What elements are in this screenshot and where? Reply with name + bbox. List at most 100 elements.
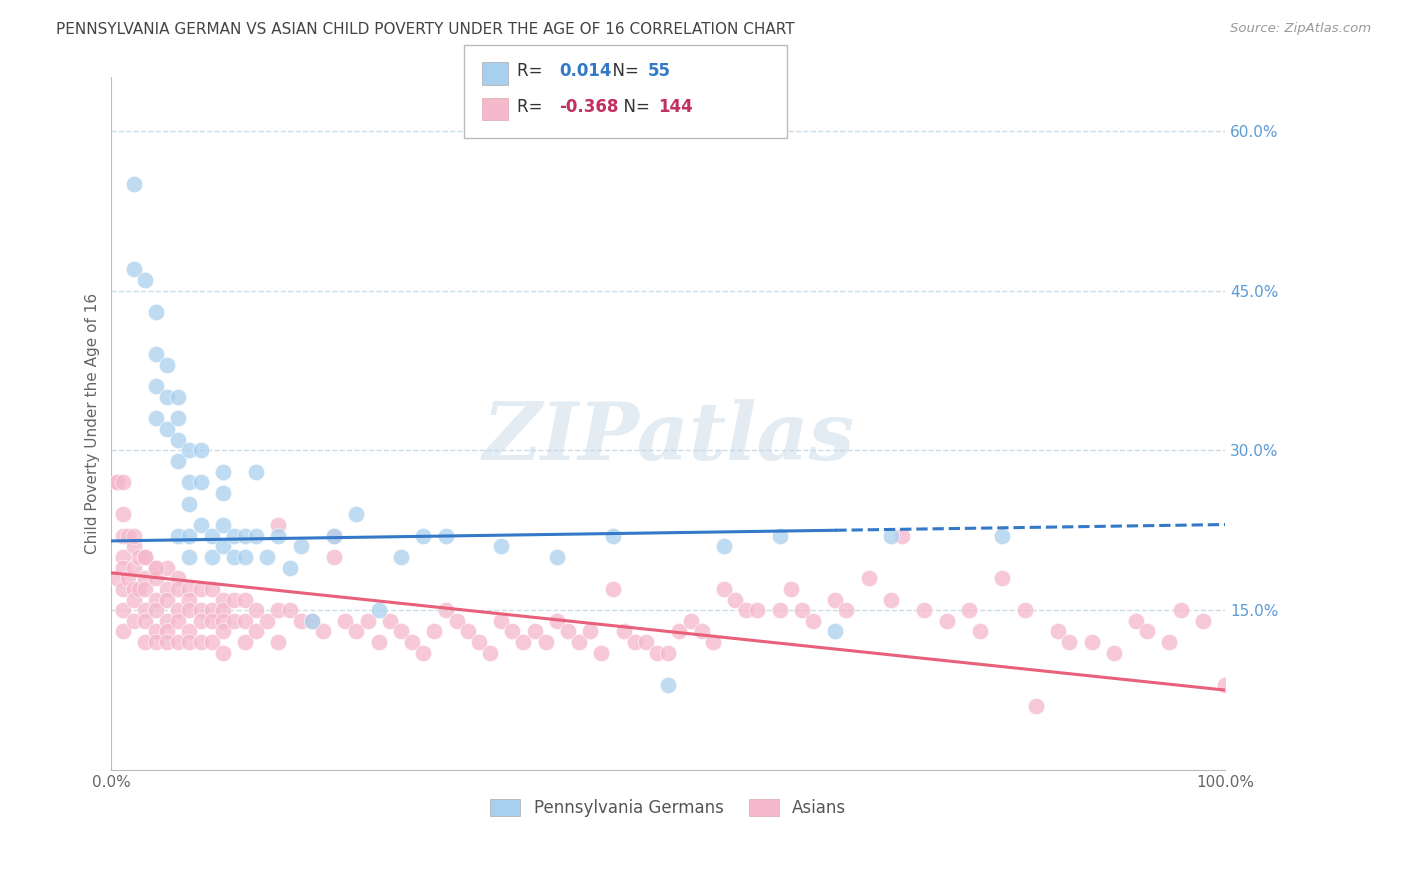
Point xyxy=(111,549,134,564)
Point xyxy=(233,592,256,607)
Point xyxy=(179,624,201,639)
Point xyxy=(122,177,145,191)
Point xyxy=(346,508,368,522)
Point xyxy=(179,497,201,511)
Point xyxy=(179,443,201,458)
Point xyxy=(401,635,423,649)
Point xyxy=(824,624,846,639)
Point xyxy=(145,305,167,319)
Point xyxy=(145,379,167,393)
Point xyxy=(167,390,190,404)
Point xyxy=(222,592,245,607)
Point xyxy=(134,549,156,564)
Point xyxy=(105,571,128,585)
Point xyxy=(969,624,991,639)
Point xyxy=(1136,624,1159,639)
Point xyxy=(167,635,190,649)
Point xyxy=(222,614,245,628)
Point xyxy=(111,603,134,617)
Point xyxy=(935,614,957,628)
Point xyxy=(602,582,624,596)
Point xyxy=(211,592,233,607)
Point xyxy=(412,528,434,542)
Point xyxy=(657,646,679,660)
Point xyxy=(891,528,914,542)
Point xyxy=(233,635,256,649)
Point xyxy=(1080,635,1102,649)
Point xyxy=(735,603,758,617)
Point xyxy=(211,465,233,479)
Point xyxy=(389,549,412,564)
Text: N=: N= xyxy=(613,98,655,116)
Point xyxy=(211,614,233,628)
Point xyxy=(111,624,134,639)
Point xyxy=(134,603,156,617)
Point xyxy=(489,539,512,553)
Point xyxy=(122,560,145,574)
Point xyxy=(111,582,134,596)
Point xyxy=(211,624,233,639)
Text: R=: R= xyxy=(517,62,548,80)
Point xyxy=(690,624,713,639)
Point xyxy=(245,603,267,617)
Point xyxy=(546,549,568,564)
Point xyxy=(122,582,145,596)
Point xyxy=(111,475,134,490)
Point xyxy=(323,528,346,542)
Point xyxy=(914,603,936,617)
Point xyxy=(122,592,145,607)
Point xyxy=(434,528,457,542)
Point xyxy=(122,528,145,542)
Point xyxy=(222,549,245,564)
Point xyxy=(1192,614,1215,628)
Point xyxy=(190,517,212,532)
Point xyxy=(156,624,179,639)
Point xyxy=(278,603,301,617)
Point xyxy=(446,614,468,628)
Text: 55: 55 xyxy=(648,62,671,80)
Point xyxy=(747,603,769,617)
Point xyxy=(779,582,801,596)
Point xyxy=(105,475,128,490)
Point xyxy=(156,635,179,649)
Point xyxy=(713,582,735,596)
Point xyxy=(211,539,233,553)
Point xyxy=(190,582,212,596)
Point xyxy=(557,624,579,639)
Point xyxy=(957,603,980,617)
Point xyxy=(256,614,278,628)
Point xyxy=(145,571,167,585)
Point xyxy=(105,475,128,490)
Point xyxy=(991,571,1014,585)
Point xyxy=(111,528,134,542)
Text: Source: ZipAtlas.com: Source: ZipAtlas.com xyxy=(1230,22,1371,36)
Text: N=: N= xyxy=(602,62,644,80)
Point xyxy=(190,443,212,458)
Point xyxy=(190,635,212,649)
Point xyxy=(546,614,568,628)
Point xyxy=(267,528,290,542)
Point xyxy=(201,603,224,617)
Point xyxy=(167,614,190,628)
Point xyxy=(190,614,212,628)
Point xyxy=(634,635,657,649)
Point xyxy=(367,603,389,617)
Point xyxy=(211,486,233,500)
Point xyxy=(367,635,389,649)
Point xyxy=(201,582,224,596)
Point xyxy=(801,614,824,628)
Point xyxy=(880,592,903,607)
Point xyxy=(111,508,134,522)
Point xyxy=(167,454,190,468)
Point xyxy=(790,603,813,617)
Point xyxy=(1025,699,1047,714)
Point xyxy=(1057,635,1080,649)
Text: 0.014: 0.014 xyxy=(560,62,612,80)
Point xyxy=(256,549,278,564)
Point xyxy=(267,517,290,532)
Point xyxy=(190,603,212,617)
Point xyxy=(1170,603,1192,617)
Point xyxy=(290,614,312,628)
Point xyxy=(645,646,668,660)
Point xyxy=(991,528,1014,542)
